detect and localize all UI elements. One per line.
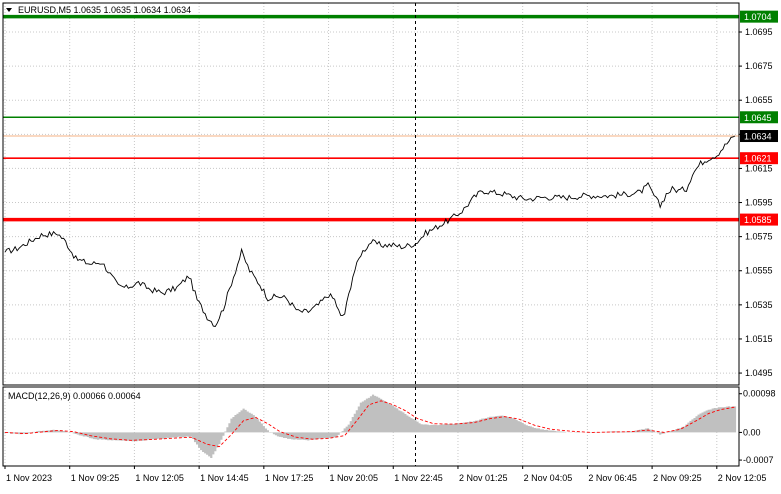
level-price-label: 1.0645 xyxy=(744,113,772,123)
time-tick-label: 2 Nov 09:25 xyxy=(653,473,702,483)
time-tick-label: 1 Nov 17:25 xyxy=(265,473,314,483)
current-price-tag xyxy=(740,130,778,143)
time-tick-label: 2 Nov 01:25 xyxy=(459,473,508,483)
price-tick-label: 1.0515 xyxy=(745,334,773,344)
level-price-tag xyxy=(740,152,778,165)
symbol-header: EURUSD,M5 1.0635 1.0635 1.0634 1.0634 xyxy=(18,5,191,15)
price-tick-label: 1.0535 xyxy=(745,300,773,310)
price-tick-label: 1.0575 xyxy=(745,232,773,242)
time-tick-label: 1 Nov 20:05 xyxy=(330,473,379,483)
macd-signal-line xyxy=(4,400,736,448)
time-tick-label: 1 Nov 09:25 xyxy=(71,473,120,483)
level-price-label: 1.0585 xyxy=(744,215,772,225)
chevron-down-icon[interactable] xyxy=(6,8,12,12)
axis-layer: 1.06951.06751.06551.06351.06151.05951.05… xyxy=(4,10,778,483)
price-tick-label: 1.0595 xyxy=(745,198,773,208)
time-tick-label: 2 Nov 12:05 xyxy=(718,473,767,483)
price-panel-frame xyxy=(2,2,740,386)
price-tick-label: 1.0655 xyxy=(745,95,773,105)
time-tick-label: 1 Nov 14:45 xyxy=(200,473,249,483)
level-layer xyxy=(3,3,739,466)
grid-layer xyxy=(3,3,739,466)
price-line xyxy=(4,135,736,327)
time-tick-label: 2 Nov 06:45 xyxy=(588,473,637,483)
time-tick-label: 1 Nov 22:45 xyxy=(394,473,443,483)
price-tick-label: 1.0695 xyxy=(745,27,773,37)
price-tick-label: 1.0675 xyxy=(745,61,773,71)
current-price-label: 1.0634 xyxy=(744,132,772,142)
time-tick-label: 1 Nov 12:05 xyxy=(135,473,184,483)
level-price-label: 1.0704 xyxy=(744,12,772,22)
macd-indicator-label: MACD(12,26,9) 0.00066 0.00064 xyxy=(8,391,141,401)
series-layer xyxy=(4,135,736,327)
level-price-tag xyxy=(740,213,778,226)
macd-tick-label: 0.00 xyxy=(743,427,761,437)
macd-tick-label: 0.00098 xyxy=(743,389,776,399)
macd-panel-frame xyxy=(2,386,740,467)
frame-layer xyxy=(2,2,740,467)
level-price-tag xyxy=(740,10,778,23)
price-tick-label: 1.0555 xyxy=(745,266,773,276)
price-tick-label: 1.0615 xyxy=(745,163,773,173)
price-tick-label: 1.0495 xyxy=(745,368,773,378)
level-price-tag xyxy=(740,111,778,124)
time-tick-label: 2 Nov 04:05 xyxy=(524,473,573,483)
macd-layer xyxy=(3,394,737,459)
time-tick-label: 1 Nov 2023 xyxy=(6,473,52,483)
level-price-label: 1.0621 xyxy=(744,154,772,164)
macd-tick-label: -0.0007 xyxy=(743,455,774,465)
